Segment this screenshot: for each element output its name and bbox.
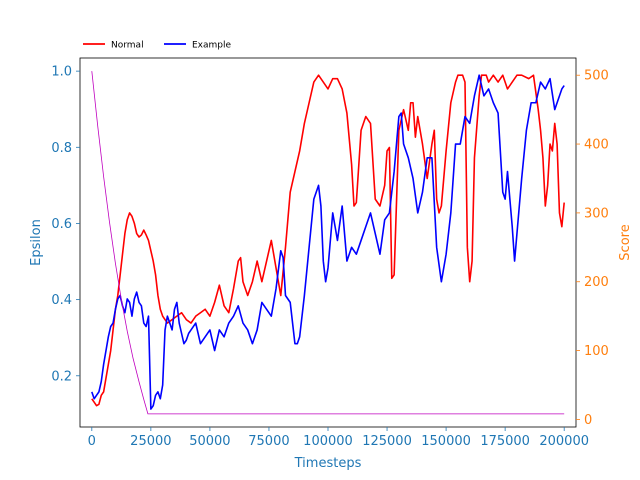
legend-label: Normal <box>111 41 144 51</box>
epsilon-decay-line <box>91 71 565 415</box>
axes-layer: 0 25000 50000 75000 100000 125000 150000 175000… <box>29 57 633 471</box>
y-left-tick-label: 0.6 <box>51 217 72 232</box>
y-right-tick-label: 500 <box>584 69 609 84</box>
y-right-tick-label: 300 <box>584 206 609 221</box>
x-tick-label: 100000 <box>303 434 353 449</box>
x-tick-label: 175000 <box>480 434 530 449</box>
x-tick-label: 200000 <box>539 434 589 449</box>
y-left-tick-label: 0.8 <box>51 141 72 156</box>
y-left-axis-label: Epsilon <box>29 219 44 266</box>
x-tick-label: 50000 <box>189 434 230 449</box>
series-line-example <box>91 74 565 410</box>
x-axis-label: Timesteps <box>294 456 362 471</box>
y-right-tick-label: 400 <box>584 138 609 153</box>
y-right-axis-label: Score <box>618 224 633 260</box>
legend: Normal Example <box>83 41 232 51</box>
legend-label: Example <box>192 41 232 51</box>
y-left-tick-label: 0.4 <box>51 293 72 308</box>
x-tick-label: 75000 <box>248 434 289 449</box>
y-right-tick-label: 200 <box>584 275 609 290</box>
y-right-tick-label: 100 <box>584 344 609 359</box>
x-tick-label: 150000 <box>421 434 471 449</box>
y-left-tick-label: 1.0 <box>51 65 72 80</box>
x-tick-label: 25000 <box>130 434 171 449</box>
x-tick-label: 125000 <box>362 434 412 449</box>
x-tick-label: 0 <box>88 434 96 449</box>
plot-area <box>91 71 565 415</box>
series-line-normal <box>91 74 565 407</box>
y-right-tick-label: 0 <box>584 413 592 428</box>
y-left-tick-label: 0.2 <box>51 369 72 384</box>
